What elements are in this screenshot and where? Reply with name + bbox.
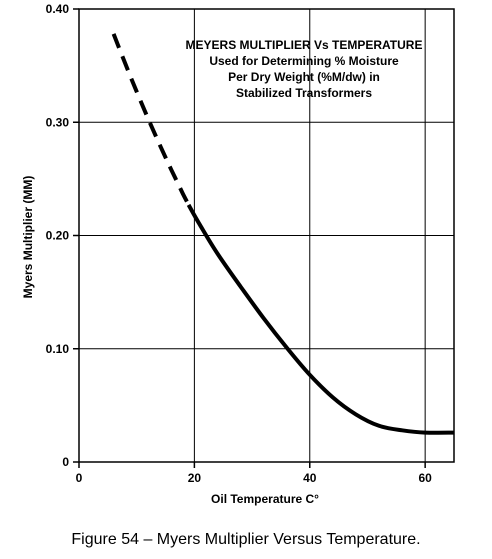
- grid-lines: [79, 9, 454, 462]
- y-tick-label: 0.10: [46, 342, 70, 356]
- x-tick-label: 20: [188, 471, 202, 485]
- data-series: [111, 33, 455, 435]
- figure-caption: Figure 54 – Myers Multiplier Versus Temp…: [71, 531, 421, 548]
- y-tick-label: 0: [62, 455, 69, 469]
- x-axis-label: Oil Temperature C°: [211, 492, 319, 506]
- tick-marks: [73, 8, 426, 468]
- y-tick-label: 0.20: [46, 229, 70, 243]
- y-tick-label: 0.30: [46, 115, 70, 129]
- series-line-dashed: [111, 33, 191, 206]
- x-tick-label: 0: [76, 471, 83, 485]
- annotation-line-3: Per Dry Weight (%M/dw) in: [228, 70, 380, 84]
- series-line-solid: [186, 203, 455, 435]
- chart-annotation: MEYERS MULTIPLIER Vs TEMPERATURE Used fo…: [186, 38, 423, 100]
- myers-multiplier-chart: 0 20 40 60 0 0.10 0.20 0.30 0.40 MEYERS MULTIPLI…: [21, 2, 455, 506]
- y-tick-label: 0.40: [46, 2, 70, 16]
- annotation-line-2: Used for Determining % Moisture: [209, 54, 399, 68]
- tick-labels: 0 20 40 60 0 0.10 0.20 0.30 0.40: [46, 2, 433, 485]
- annotation-line-4: Stabilized Transformers: [236, 86, 372, 100]
- x-tick-label: 40: [303, 471, 317, 485]
- x-tick-label: 60: [418, 471, 432, 485]
- plot-frame: [78, 8, 455, 463]
- y-axis-label: Myers Multiplier (MM): [21, 176, 35, 299]
- annotation-line-1: MEYERS MULTIPLIER Vs TEMPERATURE: [186, 38, 423, 52]
